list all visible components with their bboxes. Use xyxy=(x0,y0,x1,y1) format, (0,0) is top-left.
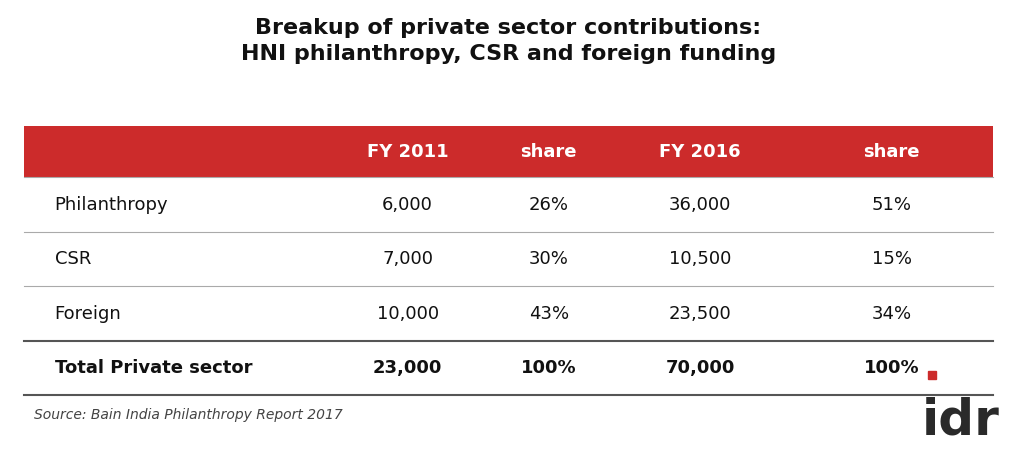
Text: 23,000: 23,000 xyxy=(373,359,442,377)
Text: 100%: 100% xyxy=(864,359,919,377)
Text: 51%: 51% xyxy=(872,196,912,214)
Text: idr: idr xyxy=(921,397,1000,445)
Text: 7,000: 7,000 xyxy=(382,250,433,268)
Text: 100%: 100% xyxy=(521,359,577,377)
Text: share: share xyxy=(863,142,920,160)
Text: 26%: 26% xyxy=(529,196,569,214)
Text: 10,500: 10,500 xyxy=(669,250,731,268)
Text: 10,000: 10,000 xyxy=(376,305,438,322)
Text: 15%: 15% xyxy=(872,250,912,268)
Text: Foreign: Foreign xyxy=(55,305,121,322)
Text: 23,500: 23,500 xyxy=(669,305,731,322)
Text: share: share xyxy=(521,142,577,160)
Text: Total Private sector: Total Private sector xyxy=(55,359,252,377)
Text: CSR: CSR xyxy=(55,250,91,268)
Text: 30%: 30% xyxy=(529,250,569,268)
Text: 43%: 43% xyxy=(529,305,569,322)
Text: Breakup of private sector contributions:
HNI philanthropy, CSR and foreign fundi: Breakup of private sector contributions:… xyxy=(241,18,776,64)
Text: Source: Bain India Philanthropy Report 2017: Source: Bain India Philanthropy Report 2… xyxy=(35,409,343,422)
Text: 34%: 34% xyxy=(872,305,912,322)
Text: Philanthropy: Philanthropy xyxy=(55,196,168,214)
Text: 70,000: 70,000 xyxy=(665,359,735,377)
Text: 6,000: 6,000 xyxy=(382,196,433,214)
Text: 36,000: 36,000 xyxy=(669,196,731,214)
Text: FY 2016: FY 2016 xyxy=(659,142,741,160)
Bar xyxy=(24,125,993,177)
Text: FY 2011: FY 2011 xyxy=(367,142,448,160)
